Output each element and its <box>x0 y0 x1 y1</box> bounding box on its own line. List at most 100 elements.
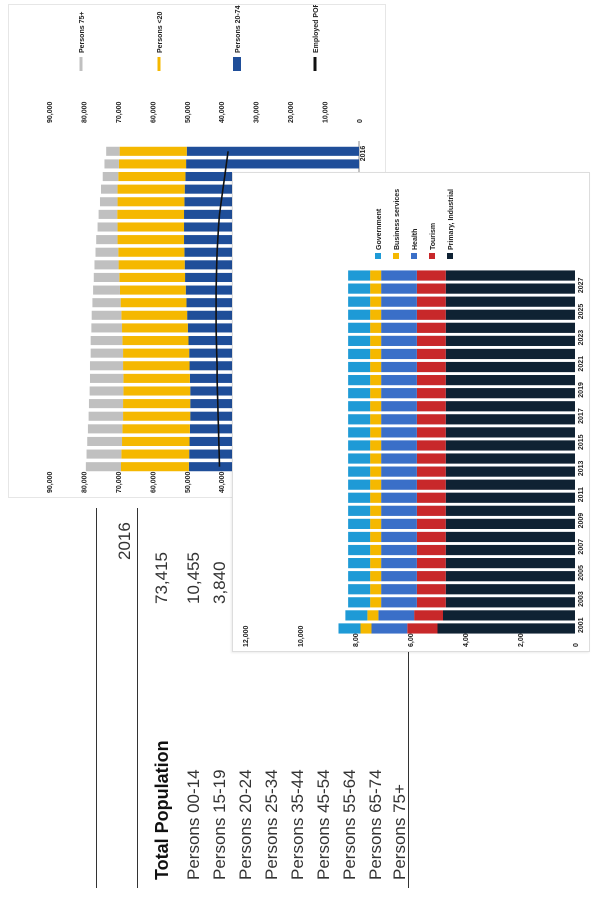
bar-segment <box>445 597 575 608</box>
bar-segment <box>416 544 446 556</box>
y-tick-label: 80,000 <box>81 471 88 493</box>
bar-segment <box>348 296 371 307</box>
legend-swatch <box>411 253 417 259</box>
bar-segment <box>94 260 119 270</box>
bar-segment <box>414 610 443 621</box>
bar-segment <box>98 209 118 219</box>
y-tick-label: 90,000 <box>47 101 54 123</box>
legend-label: Business services <box>394 189 401 250</box>
bar-segment <box>445 427 575 438</box>
bar-segment <box>117 197 185 207</box>
table-row-value: 3,840 <box>210 561 229 604</box>
bar-segment <box>416 296 446 307</box>
bar-segment <box>370 597 382 608</box>
bar-segment <box>117 184 185 194</box>
bar-segment <box>370 544 382 556</box>
bar-segment <box>445 270 575 281</box>
bar-segment <box>378 610 415 621</box>
table-row-label: Persons 55-64 <box>340 769 359 880</box>
bar-segment <box>348 479 371 490</box>
bar-segment <box>370 531 382 543</box>
y-tick-label: 60,000 <box>150 471 157 493</box>
employment-chart: 0 2,000 4,000 6,000 8,000 10,000 12,000 2001 200… <box>232 172 590 652</box>
bar-segment <box>381 401 417 412</box>
bar-segment <box>87 424 123 434</box>
bar-segment <box>118 247 185 257</box>
bar-segment <box>370 361 382 373</box>
bar-segment <box>91 310 122 320</box>
bar-segment <box>90 335 123 346</box>
table-row-label: Persons 20-24 <box>236 769 255 880</box>
bar-segment <box>99 197 118 207</box>
bar-segment <box>445 401 575 412</box>
bar-segment <box>416 388 446 399</box>
table-row-label: Persons 75+ <box>390 784 409 880</box>
bar-segment <box>370 375 382 386</box>
y-tick-label: 70,000 <box>116 471 123 493</box>
table-rule <box>137 508 138 888</box>
bar-segment <box>348 375 371 386</box>
bar-segment <box>88 399 124 409</box>
bar-segment <box>123 411 191 421</box>
bar-segment <box>416 492 446 503</box>
bar-segment <box>445 518 575 529</box>
table-row-label: Persons 15-19 <box>210 769 229 880</box>
bar-segment <box>445 584 575 595</box>
table-row-label: Total Population <box>152 740 172 880</box>
bar-segment <box>370 440 382 451</box>
bar-segment <box>416 479 446 490</box>
bar-segment <box>445 283 575 294</box>
x-tick-label: 2005 <box>578 565 585 581</box>
bar-segment <box>348 544 371 556</box>
bar-segment <box>348 492 371 503</box>
bar-segment <box>370 309 382 320</box>
bar-segment <box>416 584 446 595</box>
bar-segment <box>416 309 446 320</box>
bar-segment <box>348 427 371 438</box>
bar-segment <box>370 335 382 346</box>
x-tick-label: 2011 <box>578 487 585 502</box>
y-tick-label: 6,000 <box>408 629 415 647</box>
bar-segment <box>370 388 382 399</box>
bar-segment <box>348 597 371 608</box>
bar-segment <box>381 283 417 294</box>
bar-segment <box>85 462 121 472</box>
y-tick-label: 0 <box>573 643 580 647</box>
legend-label: Persons 75+ <box>79 12 86 53</box>
bar-segment <box>416 361 446 373</box>
y-tick-label: 80,000 <box>81 101 88 123</box>
bar-segment <box>370 348 382 360</box>
bar-segment <box>370 466 382 477</box>
bar-segment <box>122 424 190 434</box>
bar-segment <box>445 466 575 477</box>
bar-segment <box>381 466 417 477</box>
table-rule <box>96 508 97 888</box>
x-tick-label: 2016 <box>360 146 367 162</box>
bar-segment <box>416 505 446 516</box>
bar-segment <box>381 375 417 386</box>
y-tick-label: 40,000 <box>219 471 226 493</box>
bar-segment <box>381 361 417 373</box>
bar-segment <box>348 518 371 529</box>
table-row-value: 73,415 <box>152 552 171 604</box>
bar-segment <box>87 436 123 447</box>
bar-segment <box>106 146 120 156</box>
bar-segment <box>407 623 438 634</box>
y-tick-label: 8,000 <box>353 629 360 647</box>
bar-segment <box>445 440 575 451</box>
bar-segment <box>348 466 371 477</box>
bar-segment <box>381 296 417 307</box>
bar-segment <box>445 492 575 503</box>
bar-segment <box>381 505 417 516</box>
table-header-year: 2016 <box>115 522 134 560</box>
bar-segment <box>123 373 190 383</box>
employed-por-line <box>215 151 229 467</box>
bar-segment <box>370 505 382 516</box>
bar-segment <box>381 414 417 425</box>
x-tick-label: 2001 <box>578 617 585 633</box>
bar-segment <box>89 361 124 371</box>
bar-segment <box>381 558 417 569</box>
bar-segment <box>381 571 417 582</box>
bar-segment <box>119 146 187 156</box>
bar-segment <box>348 453 371 464</box>
